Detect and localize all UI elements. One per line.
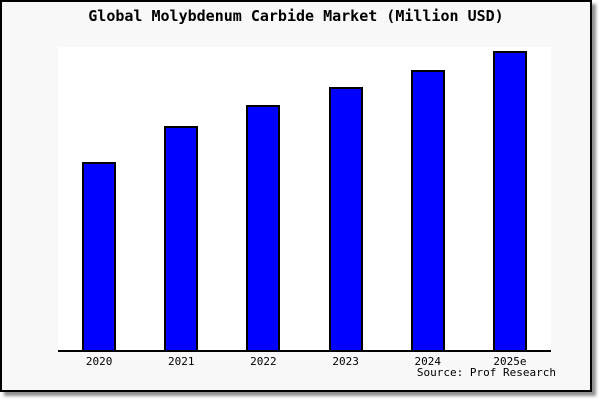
x-tick-label-2025e: 2025e — [493, 355, 527, 368]
x-tick-label-2021: 2021 — [168, 355, 195, 368]
bar-2025e — [493, 51, 527, 350]
bar-2024 — [411, 70, 445, 350]
x-tick-label-2020: 2020 — [85, 355, 113, 368]
bar-2023 — [329, 87, 363, 350]
bar-2020 — [82, 162, 116, 350]
chart-frame: Global Molybdenum Carbide Market (Millio… — [0, 0, 592, 392]
x-tick-label-2024: 2024 — [414, 355, 442, 368]
chart-title: Global Molybdenum Carbide Market (Millio… — [88, 7, 504, 25]
x-tick-label-2022: 2022 — [250, 355, 277, 368]
x-axis-labels: 2020 2021 2022 2023 2024 2025e — [2, 2, 590, 390]
bar-2021 — [164, 126, 198, 350]
bar-2022 — [246, 105, 280, 350]
source-note: Source: Prof Research — [416, 366, 556, 379]
x-tick-label-2023: 2023 — [332, 355, 359, 368]
plot-area — [58, 47, 551, 352]
